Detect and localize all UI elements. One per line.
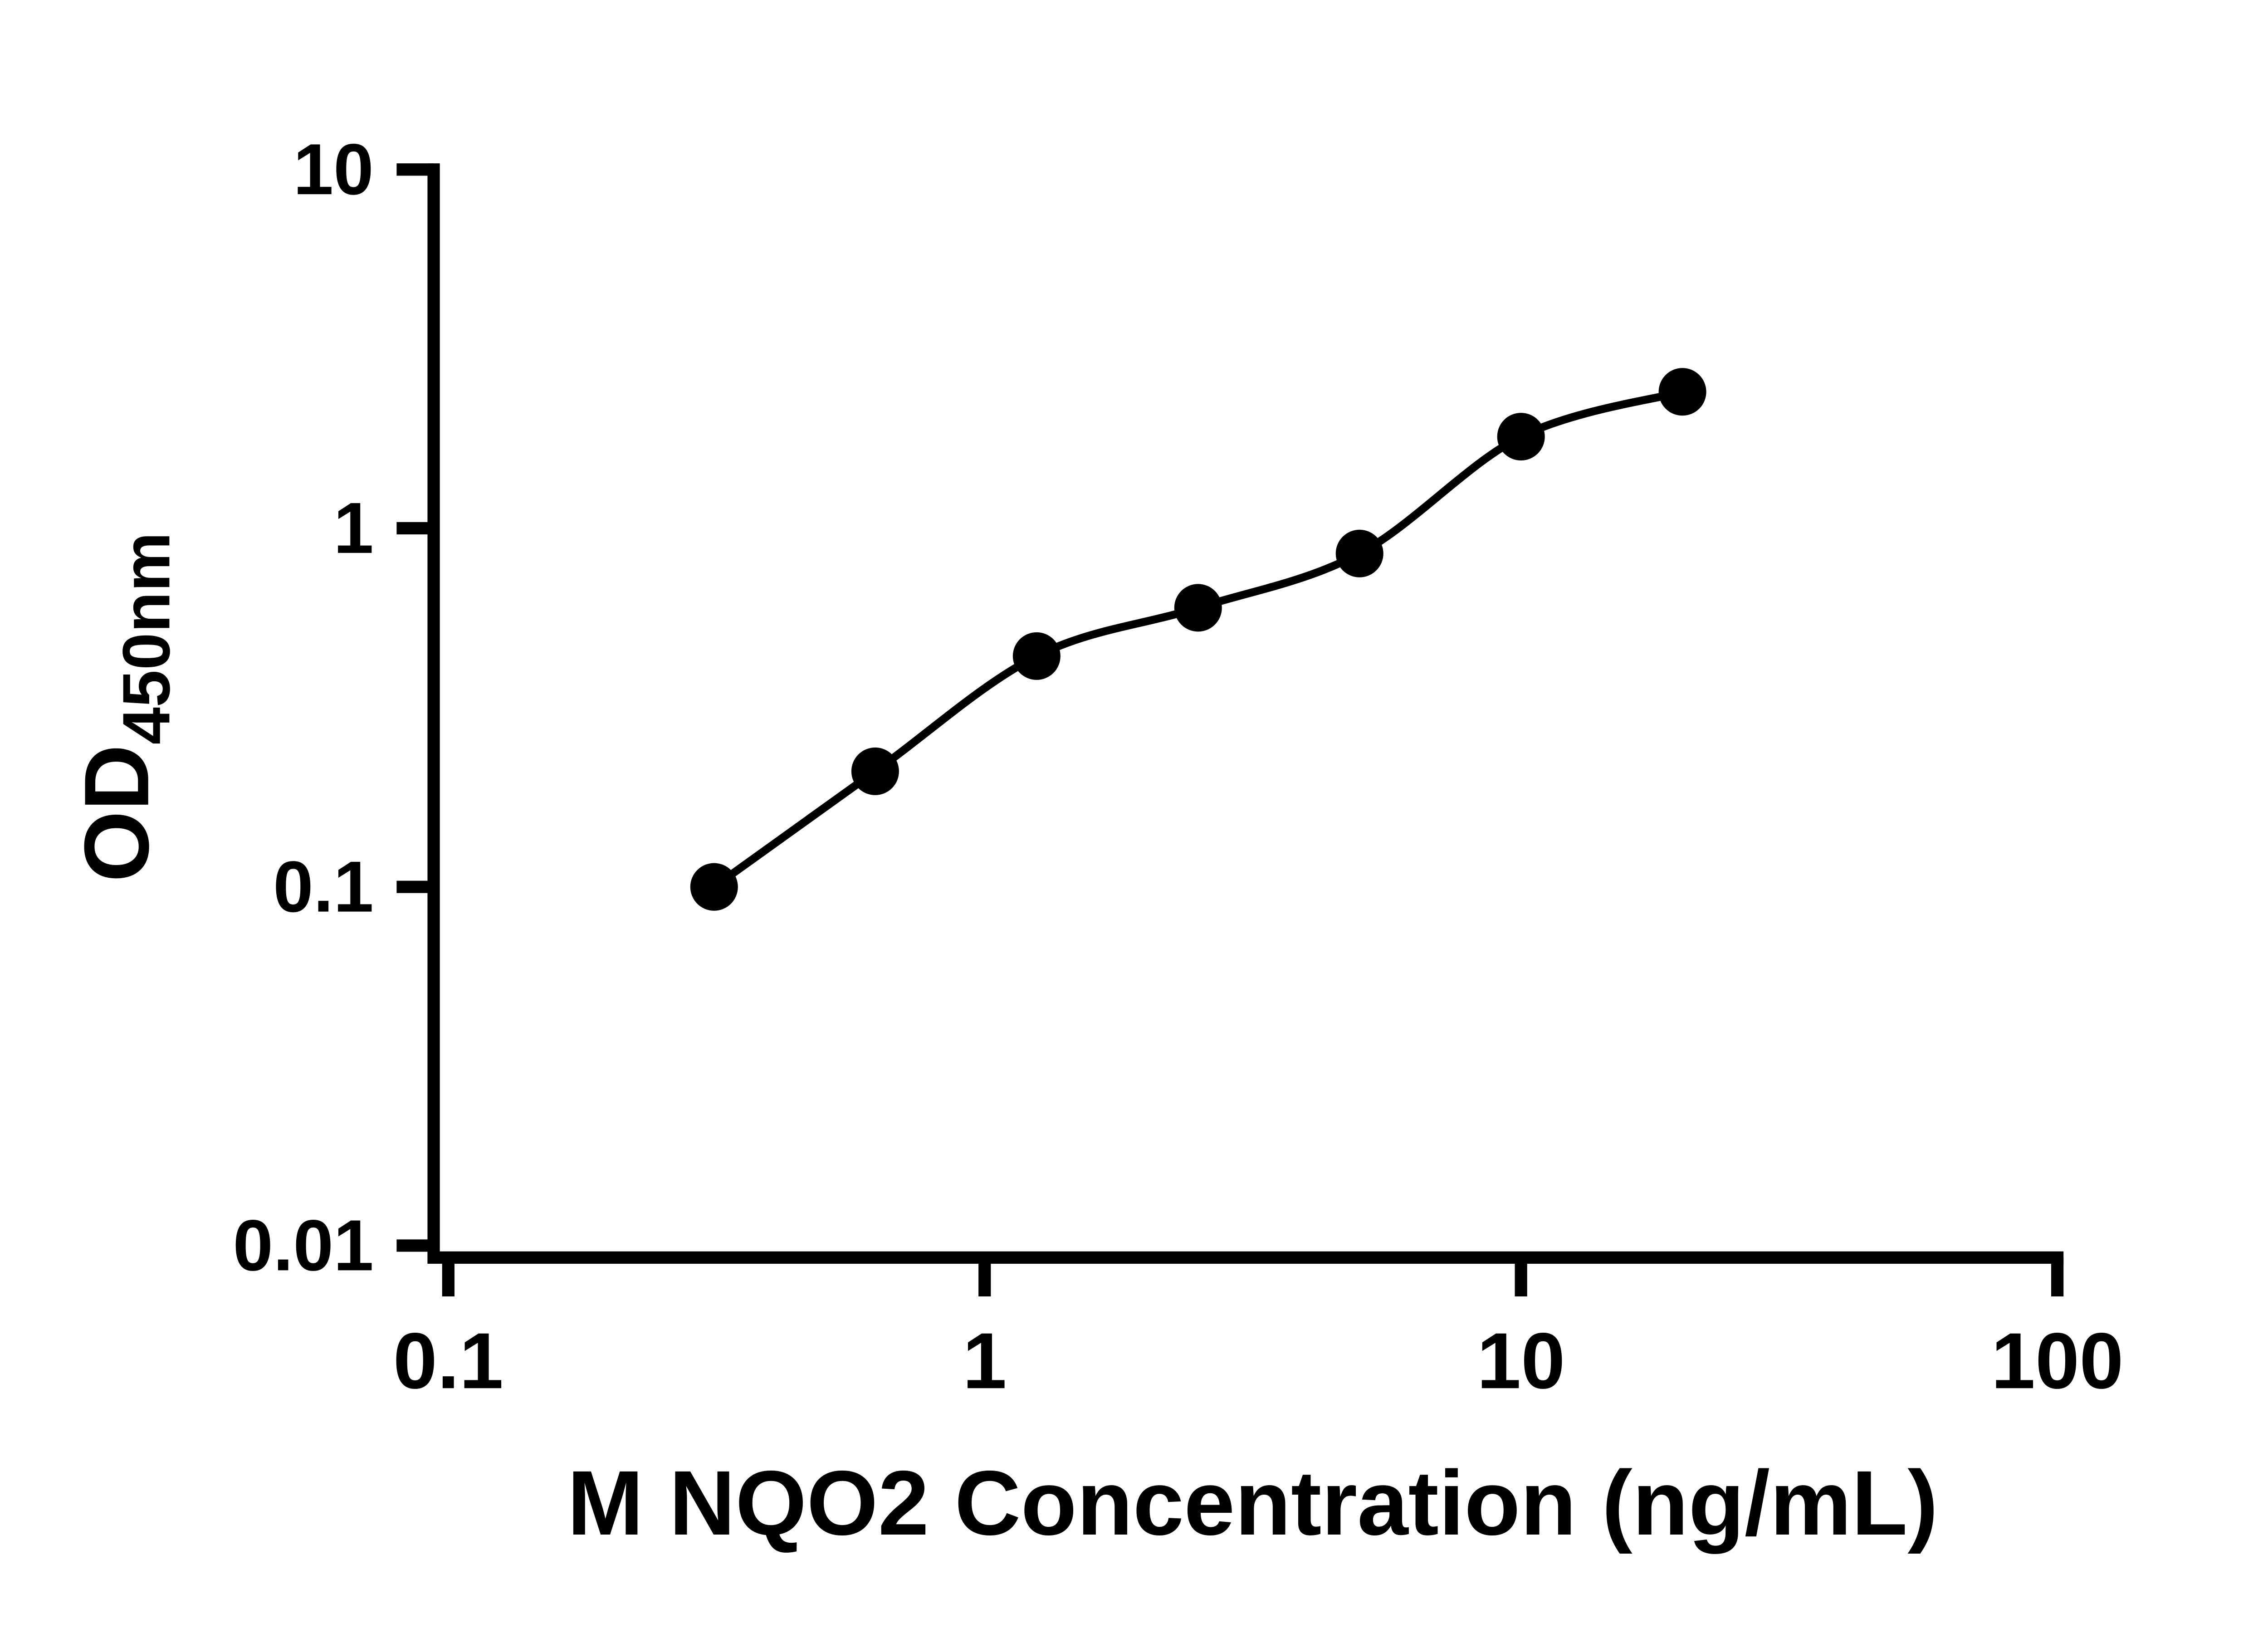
x-axis-title: M NQO2 Concentration (ng/mL) [567, 1452, 1938, 1554]
y-axis-title-main: OD [65, 744, 168, 882]
x-tick-label: 0.1 [393, 1317, 503, 1405]
data-point [1658, 368, 1706, 416]
y-tick-label: 0.1 [273, 846, 374, 927]
y-tick-label: 10 [293, 129, 373, 210]
y-axis-title-subscript: 450nm [109, 532, 184, 744]
x-tick-label: 1 [963, 1317, 1007, 1405]
data-point [1012, 632, 1061, 680]
data-point [1174, 584, 1222, 632]
y-tick-label: 0.01 [233, 1205, 373, 1286]
data-points [690, 368, 1706, 911]
data-point [1335, 529, 1383, 577]
axis-ticks [396, 163, 2064, 1296]
y-tick-label: 1 [333, 488, 374, 568]
data-point [690, 863, 738, 911]
y-axis-title: OD450nm [65, 532, 184, 882]
fit-curve-line [712, 388, 1684, 890]
axes [427, 163, 2064, 1264]
x-tick-label: 10 [1477, 1317, 1565, 1405]
x-tick-label: 100 [1991, 1317, 2124, 1405]
data-point [851, 747, 899, 795]
data-point [1497, 413, 1545, 461]
